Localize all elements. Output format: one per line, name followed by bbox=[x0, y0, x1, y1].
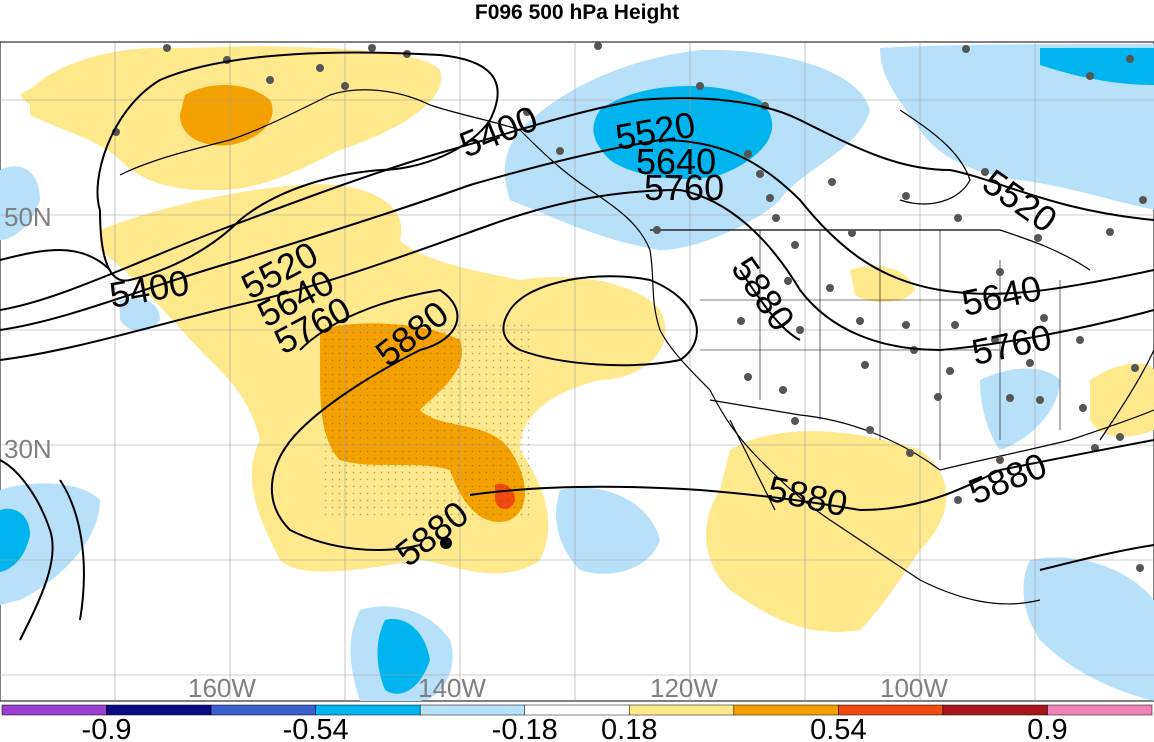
colorbar-tick-label: 0.18 bbox=[601, 714, 657, 742]
anomaly-negative-central bbox=[556, 487, 660, 574]
lat-label-50n: 50N bbox=[4, 202, 52, 232]
contour-west-1 bbox=[0, 459, 54, 641]
anomaly-negative-mid bbox=[120, 298, 160, 332]
anomaly-positive-southeast bbox=[1090, 363, 1154, 437]
baja-california bbox=[729, 419, 776, 511]
colorbar-tick-label: -0.54 bbox=[283, 714, 349, 742]
colorbar: -0.9 -0.54 -0.18 0.18 0.54 0.9 bbox=[1, 704, 1153, 742]
colorbar-swatch bbox=[1047, 704, 1153, 716]
contour-5880-c bbox=[469, 439, 1154, 512]
contour-5760 bbox=[0, 188, 1154, 361]
anomaly-blue-west bbox=[0, 508, 30, 572]
contour-5400-b bbox=[0, 249, 111, 271]
height-contours bbox=[0, 51, 1154, 641]
colorbar-tick-label: 0.9 bbox=[1027, 714, 1067, 742]
lon-label-140w: 140W bbox=[418, 673, 486, 703]
gulf-coast bbox=[939, 409, 1154, 471]
anomaly-blue-hudson bbox=[1040, 48, 1154, 85]
lon-label-120w: 120W bbox=[650, 673, 718, 703]
station-dots bbox=[112, 42, 1147, 572]
map-title: F096 500 hPa Height bbox=[474, 1, 680, 24]
grid-lines bbox=[0, 42, 1154, 701]
anomaly-positive-mexico bbox=[706, 431, 947, 632]
anomaly-orange-dots bbox=[320, 320, 530, 520]
anomaly-negative-southeast bbox=[1023, 557, 1154, 701]
anomaly-positive-west-pacific bbox=[20, 84, 56, 107]
contour-5880-b bbox=[502, 275, 698, 367]
anomaly-negative-west bbox=[0, 166, 40, 240]
coastlines bbox=[119, 89, 1154, 605]
hudson-bay bbox=[899, 109, 971, 205]
contour-label-5640-canada: 5640 bbox=[636, 141, 716, 182]
east-coast bbox=[1099, 349, 1154, 441]
colorbar-tick-label: -0.18 bbox=[492, 714, 558, 742]
lon-label-100w: 100W bbox=[880, 673, 948, 703]
anomaly-negative-hudson bbox=[880, 44, 1154, 210]
anomaly-positive-plains bbox=[850, 266, 915, 302]
contour-5400-a bbox=[96, 51, 499, 282]
hawaii-marker bbox=[440, 537, 452, 549]
contour-5520 bbox=[0, 97, 1154, 311]
anomaly-blue-canada bbox=[593, 86, 773, 180]
contour-5880-d bbox=[739, 269, 801, 341]
contour-south bbox=[1039, 544, 1154, 571]
contour-label-5760-canada: 5760 bbox=[644, 167, 724, 208]
pacific-northwest-coast bbox=[519, 129, 1041, 605]
contour-5880-a bbox=[270, 288, 459, 551]
lat-label-30n: 30N bbox=[4, 434, 52, 464]
contour-west-2 bbox=[59, 479, 85, 621]
us-canada-border bbox=[650, 229, 1091, 271]
lon-label-160w: 160W bbox=[188, 673, 256, 703]
colorbar-tick-label: 0.54 bbox=[810, 714, 866, 742]
colorbar-tick-label: -0.9 bbox=[82, 714, 132, 742]
alaska-coast bbox=[119, 89, 521, 176]
contour-5640 bbox=[0, 138, 1154, 331]
